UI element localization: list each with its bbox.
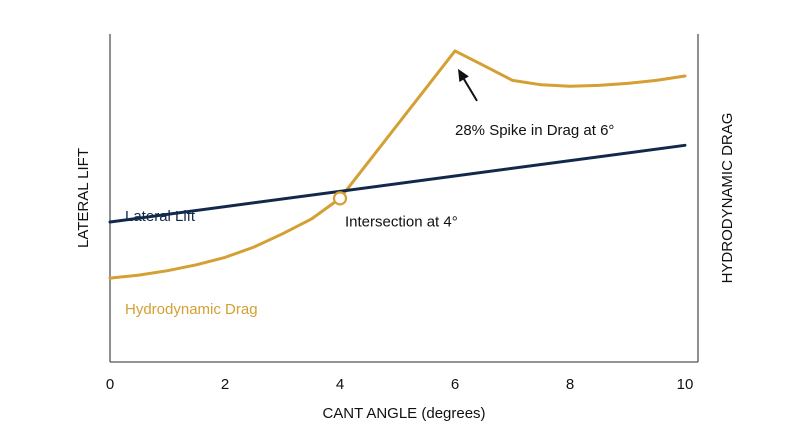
x-tick-label: 0 [106, 376, 114, 393]
series-label-lateral-lift: Lateral Lift [125, 208, 196, 225]
x-tick-label: 2 [221, 376, 229, 393]
series-label-hydrodynamic-drag: Hydrodynamic Drag [125, 301, 258, 318]
x-axis-title: CANT ANGLE (degrees) [322, 405, 485, 422]
x-tick-labels: 0 2 4 6 8 10 [106, 376, 694, 393]
series-line-lateral-lift [108, 143, 687, 224]
x-tick-label: 8 [566, 376, 574, 393]
spike-arrow-head [458, 68, 469, 83]
intersection-marker [332, 191, 348, 206]
x-tick-label: 6 [451, 376, 459, 393]
series-line-hydrodynamic-drag [108, 49, 687, 280]
axes [109, 34, 699, 363]
y-axis-title: LATERAL LIFT [75, 148, 92, 248]
y2-axis-title: HYDRODYNAMIC DRAG [719, 113, 736, 284]
x-tick-label: 10 [677, 376, 694, 393]
series-layer [108, 49, 687, 280]
annotation-intersection: Intersection at 4° [345, 213, 458, 230]
x-tick-label: 4 [336, 376, 344, 393]
annotation-spike: 28% Spike in Drag at 6° [455, 122, 614, 139]
spike-arrow [461, 75, 478, 102]
